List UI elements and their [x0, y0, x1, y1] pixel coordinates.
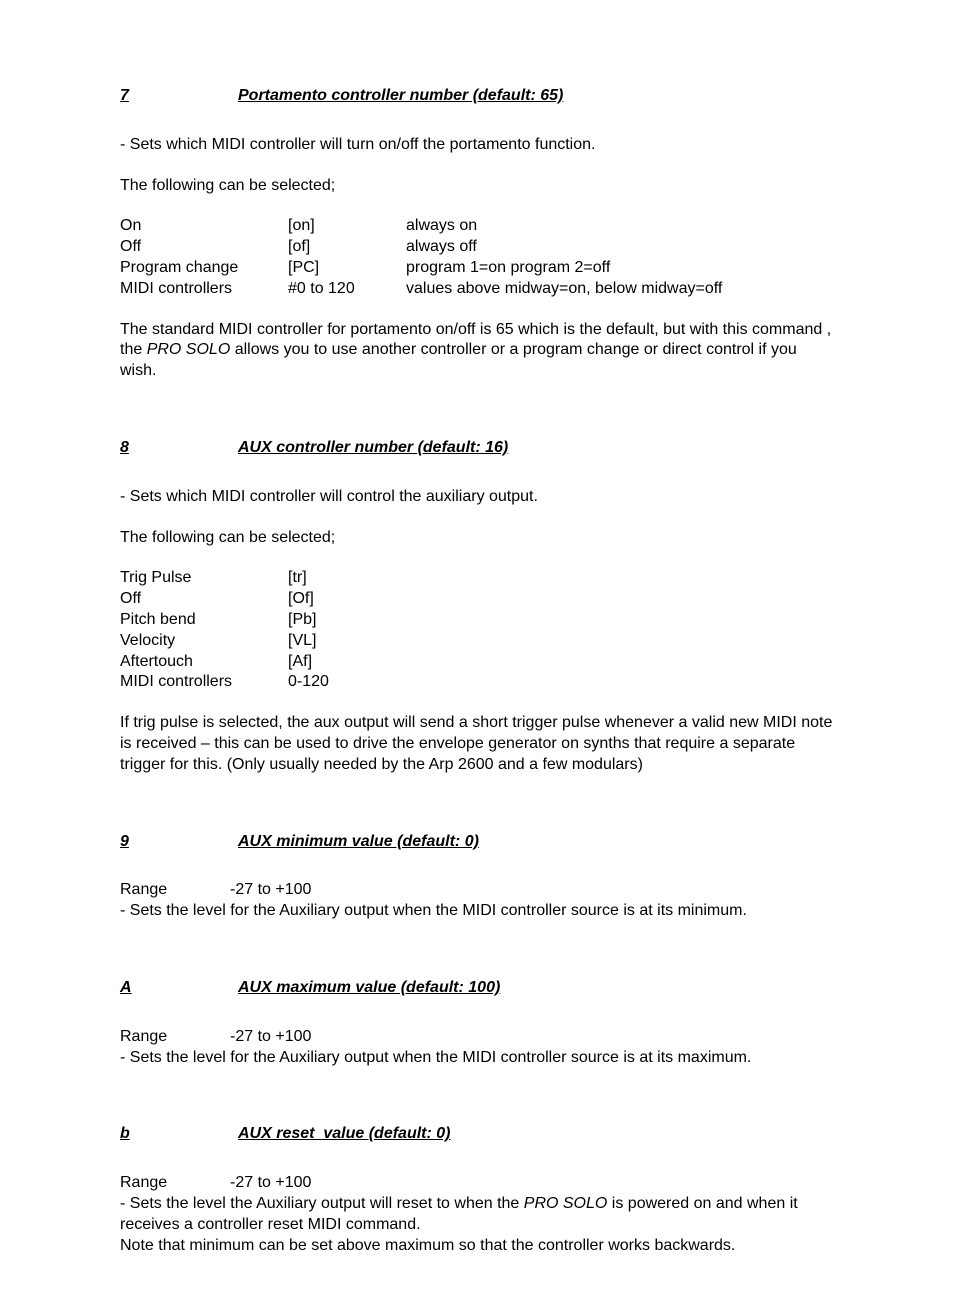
- cell-code: [Pb]: [288, 610, 366, 631]
- section-7-num: 7: [120, 86, 238, 107]
- section-8-num: 8: [120, 438, 238, 459]
- cell-code: #0 to 120: [288, 279, 406, 300]
- section-8: 8AUX controller number (default: 16) - S…: [120, 438, 834, 776]
- cell-name: Off: [120, 589, 288, 610]
- section-A-body: - Sets the level for the Auxiliary outpu…: [120, 1048, 834, 1069]
- table-row: Pitch bend [Pb]: [120, 610, 366, 631]
- section-7-title: Portamento controller number (default: 6…: [238, 87, 563, 104]
- section-9-range: Range-27 to +100: [120, 880, 834, 901]
- section-7: 7Portamento controller number (default: …: [120, 86, 834, 382]
- section-A: AAUX maximum value (default: 100) Range-…: [120, 978, 834, 1068]
- section-8-heading: 8AUX controller number (default: 16): [120, 438, 834, 459]
- table-row: Velocity [VL]: [120, 631, 366, 652]
- section-7-heading: 7Portamento controller number (default: …: [120, 86, 834, 107]
- section-9-heading: 9AUX minimum value (default: 0): [120, 832, 834, 853]
- cell-desc: values above midway=on, below midway=off: [406, 279, 730, 300]
- section-b-range: Range-27 to +100: [120, 1173, 834, 1194]
- section-b-title: AUX reset value (default: 0): [238, 1125, 451, 1142]
- range-label: Range: [120, 1173, 230, 1194]
- section-A-num: A: [120, 978, 238, 999]
- cell-name: MIDI controllers: [120, 279, 288, 300]
- section-8-select-label: The following can be selected;: [120, 528, 834, 549]
- section-9-num: 9: [120, 832, 238, 853]
- cell-name: Program change: [120, 258, 288, 279]
- section-7-select-label: The following can be selected;: [120, 176, 834, 197]
- table-row: MIDI controllers 0-120: [120, 672, 366, 693]
- cell-name: MIDI controllers: [120, 672, 288, 693]
- section-8-title: AUX controller number (default: 16): [238, 439, 508, 456]
- table-row: Trig Pulse [tr]: [120, 568, 366, 589]
- range-label: Range: [120, 880, 230, 901]
- cell-code: [Of]: [288, 589, 366, 610]
- section-b-num: b: [120, 1124, 238, 1145]
- section-b: bAUX reset value (default: 0) Range-27 t…: [120, 1124, 834, 1256]
- table-row: MIDI controllers #0 to 120 values above …: [120, 279, 730, 300]
- table-row: On [on] always on: [120, 216, 730, 237]
- section-8-intro: - Sets which MIDI controller will contro…: [120, 487, 834, 508]
- section-A-title: AUX maximum value (default: 100): [238, 979, 500, 996]
- section-b-note: Note that minimum can be set above maxim…: [120, 1236, 834, 1257]
- range-value: -27 to +100: [230, 1028, 311, 1045]
- cell-name: Velocity: [120, 631, 288, 652]
- cell-name: On: [120, 216, 288, 237]
- section-b-heading: bAUX reset value (default: 0): [120, 1124, 834, 1145]
- cell-code: [of]: [288, 237, 406, 258]
- cell-code: [on]: [288, 216, 406, 237]
- table-row: Off [Of]: [120, 589, 366, 610]
- cell-code: [PC]: [288, 258, 406, 279]
- body-pre: - Sets the level the Auxiliary output wi…: [120, 1195, 524, 1212]
- section-9-title: AUX minimum value (default: 0): [238, 833, 479, 850]
- cell-name: Off: [120, 237, 288, 258]
- pro-solo-italic: PRO SOLO: [524, 1195, 608, 1212]
- cell-name: Aftertouch: [120, 652, 288, 673]
- section-7-tail: The standard MIDI controller for portame…: [120, 320, 834, 382]
- table-row: Aftertouch [Af]: [120, 652, 366, 673]
- section-7-table: On [on] always on Off [of] always off Pr…: [120, 216, 730, 299]
- table-row: Off [of] always off: [120, 237, 730, 258]
- cell-code: [Af]: [288, 652, 366, 673]
- cell-desc: always on: [406, 216, 730, 237]
- cell-desc: program 1=on program 2=off: [406, 258, 730, 279]
- section-7-intro: - Sets which MIDI controller will turn o…: [120, 135, 834, 156]
- pro-solo-italic: PRO SOLO: [147, 341, 231, 358]
- cell-code: [tr]: [288, 568, 366, 589]
- table-row: Program change [PC] program 1=on program…: [120, 258, 730, 279]
- section-8-table: Trig Pulse [tr] Off [Of] Pitch bend [Pb]…: [120, 568, 366, 693]
- cell-name: Pitch bend: [120, 610, 288, 631]
- section-A-range: Range-27 to +100: [120, 1027, 834, 1048]
- section-9: 9AUX minimum value (default: 0) Range-27…: [120, 832, 834, 922]
- section-8-tail: If trig pulse is selected, the aux outpu…: [120, 713, 834, 775]
- cell-desc: always off: [406, 237, 730, 258]
- range-label: Range: [120, 1027, 230, 1048]
- section-b-body: - Sets the level the Auxiliary output wi…: [120, 1194, 834, 1236]
- range-value: -27 to +100: [230, 1174, 311, 1191]
- section-A-heading: AAUX maximum value (default: 100): [120, 978, 834, 999]
- cell-code: 0-120: [288, 672, 366, 693]
- section-9-body: - Sets the level for the Auxiliary outpu…: [120, 901, 834, 922]
- cell-name: Trig Pulse: [120, 568, 288, 589]
- cell-code: [VL]: [288, 631, 366, 652]
- range-value: -27 to +100: [230, 881, 311, 898]
